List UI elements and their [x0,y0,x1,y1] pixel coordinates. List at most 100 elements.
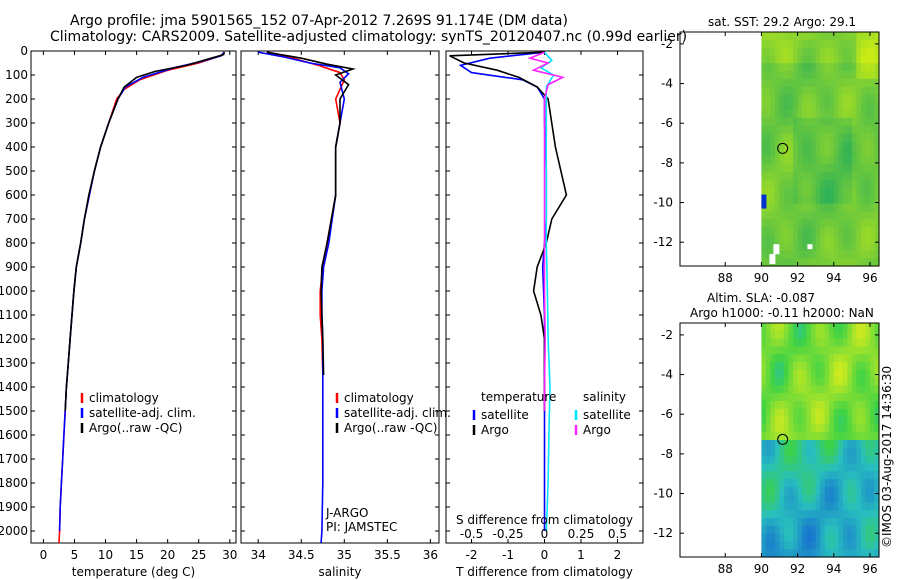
sla_map-x-tick-label: 88 [718,562,733,576]
sst_map-x-tick-label: 88 [718,271,733,285]
sla_map-cell [797,541,803,550]
sla_map-cell [833,416,839,425]
sla_map-cell [774,377,781,386]
sla_map-cell [806,440,812,449]
sla_map-cell [784,494,790,503]
sst_map-cell [874,156,880,166]
sst_map-cell [874,78,880,88]
sst_map-x-tick-label: 92 [790,271,805,285]
sla_map-cell [815,330,821,340]
sla_map-cell [779,338,785,347]
sst_map-cell [860,39,867,49]
sst_map-cell [779,164,785,173]
sla_map-cell [869,385,876,394]
sst_map-cell [774,86,781,95]
sla_map-cell [802,518,808,527]
sla_map-cell [793,401,799,410]
sla_map-cell [788,502,794,511]
sst_map-cell [774,211,781,220]
sst_map-cell [833,242,839,251]
sst_map-cell [838,227,844,236]
sla_map-cell [761,346,767,355]
sst_map-cell [842,71,848,80]
sst_map-cell [838,234,844,244]
sst_map-cell [829,117,835,127]
sst_map-cell [842,164,848,173]
sla_map-cell [788,369,794,379]
sla_map-axes-frame [679,322,880,558]
sla_map-cell [793,479,799,488]
temperature-x-tick-label: 10 [98,548,113,562]
sst_map-cell [784,47,790,56]
sla_map-cell [815,424,821,433]
sla_map-cell [802,533,808,542]
sst_map-cell [838,156,844,166]
sla_map-cell [793,362,799,371]
sst_map-cell [820,117,826,127]
sla_map-cell [860,549,867,558]
sst_map-cell [860,125,867,134]
sst_map-cell [811,242,817,251]
sla_map-cell [847,447,853,457]
sla_map-cell [765,510,772,519]
sst_map-cell [833,227,839,236]
sst_map-cell [851,55,857,64]
sst_map-cell [860,117,867,127]
sla_map-cell [770,385,776,394]
sst_map-cell [802,71,808,80]
sla_map-cell [797,369,803,379]
sla_map-cell [802,455,808,464]
sla_map-cell [874,354,880,363]
sst_map-cell [769,254,776,265]
sla_map-cell [851,455,857,464]
sla_map-cell [847,385,853,394]
sst_map-cell [829,258,835,267]
sla_map-cell [797,479,803,488]
sla_map-cell [761,416,767,425]
sla_map-cell [806,463,812,472]
sla_map-cell [874,416,880,425]
sst_map-cell [806,94,812,103]
sst_map-cell [829,102,835,111]
sla_map-cell [811,541,817,550]
sla_map-cell [770,541,776,550]
sla_map-cell [824,479,830,488]
sst_map-cell [793,102,799,111]
sst_map-cell [779,117,785,127]
sla_map-cell [793,502,799,511]
sla_map-cell [856,346,862,355]
sst_map-cell [774,47,781,56]
sla_map-cell [820,494,826,503]
sla_map-cell [779,401,785,410]
sst_map-cell [793,242,799,251]
sla_map-cell [761,338,767,347]
sla_map-cell [865,502,871,511]
sst_map-cell [806,234,812,244]
sst_map-cell [820,47,826,56]
sst_map-cell [815,258,821,267]
sst_map-cell [788,258,794,267]
sst_map-cell [802,78,808,88]
sla_map-cell [874,362,880,371]
sst_map-argo-position-marker [777,142,789,154]
sla_map-cell [865,447,871,457]
sst_map-cell [761,141,767,150]
sst_map-cell [788,164,794,173]
sla_map-cell [784,377,790,386]
sla_map-cell [865,494,871,503]
sst_map-cell [770,234,776,244]
sla_map-cell [811,463,817,472]
sla_map-cell [806,541,812,550]
sst_map-cell [765,63,772,72]
sst_map-cell [797,203,803,212]
sst_map-cell [811,234,817,244]
sla_map-cell [865,408,871,418]
sla_map-cell [770,346,776,355]
sst_map-cell [833,164,839,173]
map2-title: Altim. SLA: -0.087 [707,291,816,305]
sst_map-cell [874,94,880,103]
sst_map-cell [765,188,772,197]
sst_map-cell [833,172,839,181]
sla_map-cell [820,408,826,418]
sla_map-cell [829,510,835,519]
